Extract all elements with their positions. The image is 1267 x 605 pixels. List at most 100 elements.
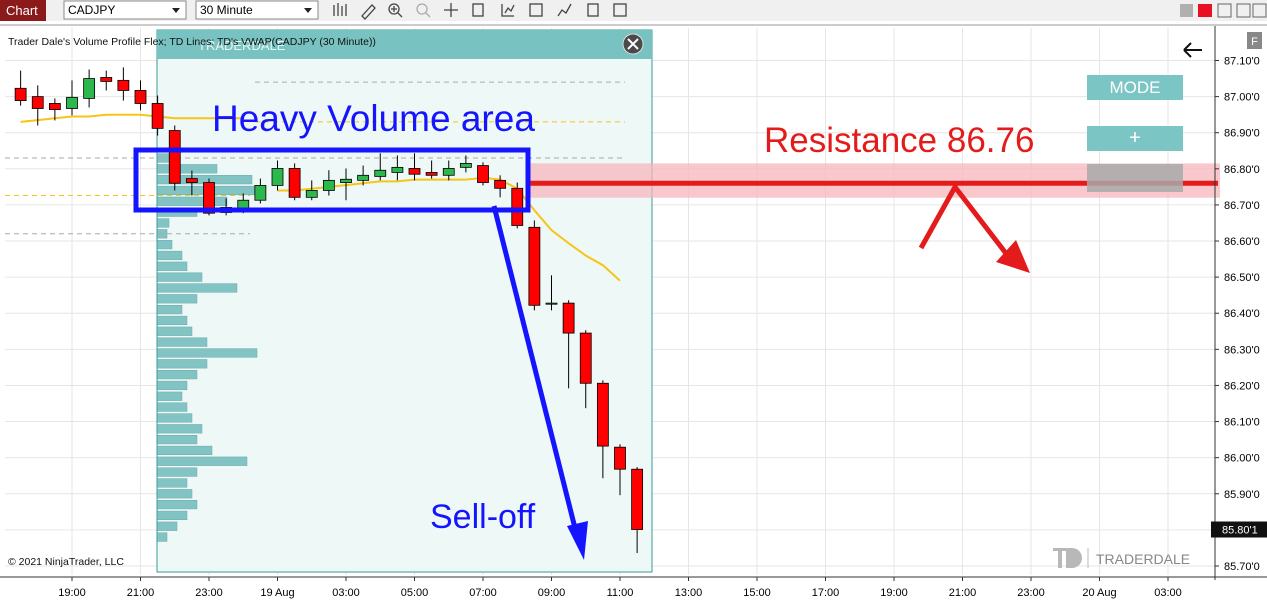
minimize-button[interactable] [1180, 4, 1193, 17]
x-tick-label: 03:00 [1154, 587, 1182, 599]
candle-body [340, 178, 352, 183]
volume-profile-bar [156, 272, 203, 282]
y-tick-label: 86.20'0 [1224, 380, 1260, 392]
candle-body [459, 162, 472, 168]
resistance-arrow [918, 182, 1010, 258]
y-tick-label: 86.00'0 [1224, 453, 1260, 465]
volume-profile-bar [156, 456, 248, 466]
toolbar [0, 0, 1267, 21]
y-tick-label: 87.10'0 [1224, 55, 1260, 67]
y-tick-label: 86.80'0 [1224, 164, 1260, 176]
candle-body [511, 187, 524, 226]
volume-profile-bar [156, 326, 193, 336]
volume-profile-bar [156, 337, 208, 347]
volume-profile-bar [156, 510, 188, 521]
candle-body [185, 178, 198, 183]
candle-body [31, 96, 44, 109]
y-tick-label: 85.70'0 [1224, 561, 1260, 573]
candle-body [83, 78, 96, 99]
overlay-button[interactable] [1087, 126, 1183, 151]
instrument-select[interactable] [63, 0, 187, 20]
candle-body [322, 179, 335, 191]
candle-body [528, 226, 541, 306]
x-tick-label: 09:00 [538, 587, 566, 599]
x-tick-label: 15:00 [743, 587, 771, 599]
candle-body [477, 165, 489, 183]
resistance-arrowhead [996, 240, 1030, 273]
candle-body [631, 468, 644, 530]
volume-profile-bar [156, 402, 188, 412]
copyright: © 2021 NinjaTrader, LLC [8, 556, 124, 568]
candle-body [408, 168, 421, 175]
volume-profile-bar [156, 305, 183, 315]
candle-body [48, 103, 61, 110]
volume-profile-bar [156, 370, 198, 380]
toolbar-icons[interactable] [333, 3, 627, 20]
back-arrow[interactable] [1183, 42, 1202, 58]
chart-tab[interactable] [0, 0, 46, 21]
volume-profile-bar [156, 261, 188, 271]
candle-body [545, 302, 558, 305]
panel-button-label: F [1251, 36, 1258, 48]
candle-body [288, 168, 301, 198]
overlay-button[interactable] [1087, 75, 1183, 100]
brand-icon [1053, 548, 1082, 568]
candle-body [203, 182, 215, 214]
profile-close-icon [627, 38, 639, 50]
candle-body [614, 446, 626, 470]
volume-profile-bar [156, 413, 193, 423]
y-tick-label: 85.90'0 [1224, 489, 1260, 501]
close-window-button[interactable] [1198, 4, 1212, 17]
overlay-button[interactable] [1087, 164, 1183, 192]
resistance-label: Resistance 86.76 [764, 121, 1034, 160]
brand-name: TRADERDALE [1096, 551, 1190, 567]
last-price-label: 85.80'1 [1222, 525, 1258, 537]
volume-profile-bar [156, 521, 178, 531]
x-tick-label: 05:00 [401, 587, 429, 599]
y-tick-label: 86.90'0 [1224, 128, 1260, 140]
candle-body [14, 87, 27, 101]
y-tick-label: 86.10'0 [1224, 417, 1260, 429]
indicator-label: Trader Dale's Volume Profile Flex; TD Li… [8, 36, 376, 48]
chart-tab-label: Chart [6, 3, 38, 18]
volume-profile-bar [156, 196, 228, 206]
volume-profile-bar [156, 467, 198, 477]
candle-body [168, 130, 181, 184]
candle-body [442, 168, 455, 176]
x-tick-label: 19:00 [58, 587, 86, 599]
volume-profile-bar [156, 391, 183, 401]
x-tick-label: 20 Aug [1082, 587, 1116, 599]
volume-profile-bar [156, 435, 198, 445]
candle-body [494, 179, 507, 189]
volume-profile-bar [156, 315, 188, 326]
volume-profile-bar [156, 218, 170, 228]
candle-body [425, 172, 438, 176]
y-tick-label: 86.30'0 [1224, 344, 1260, 356]
heavy-volume-box [133, 147, 531, 213]
volume-profile-bar [156, 294, 198, 304]
selloff-arrowhead [567, 521, 588, 560]
maximize-button[interactable] [1236, 3, 1251, 18]
period-select[interactable] [195, 0, 319, 20]
panel-button[interactable] [1247, 32, 1262, 49]
volume-profile-bar [156, 240, 173, 250]
x-tick-label: 21:00 [127, 587, 155, 599]
candle-body [117, 79, 130, 91]
candle-body [562, 302, 575, 334]
annotation-heavy-volume: Heavy Volume area [212, 98, 535, 139]
y-tick-label: 86.60'0 [1224, 236, 1260, 248]
candle-body [374, 169, 387, 177]
selloff-arrow [491, 205, 581, 541]
restore-button[interactable] [1217, 3, 1232, 18]
overlay-button-label: + [1129, 127, 1141, 149]
overlay-button-label: MODE [1110, 78, 1161, 97]
candle-body [66, 96, 78, 109]
x-tick-label: 07:00 [469, 587, 497, 599]
dropdown-arrow [172, 8, 180, 13]
x-tick-label: 13:00 [675, 587, 703, 599]
candle-body [134, 90, 147, 104]
window-button[interactable] [1252, 3, 1267, 18]
candle-body [151, 103, 164, 129]
y-tick-label: 86.70'0 [1224, 200, 1260, 212]
